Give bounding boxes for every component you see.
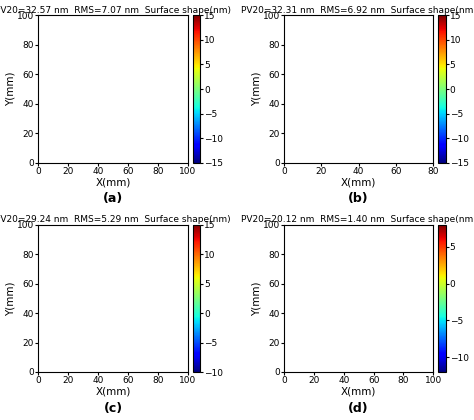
X-axis label: X(mm): X(mm)	[341, 177, 376, 187]
Text: (a): (a)	[103, 192, 123, 205]
Text: (b): (b)	[348, 192, 369, 205]
Text: (c): (c)	[103, 402, 123, 415]
X-axis label: X(mm): X(mm)	[95, 386, 131, 396]
Y-axis label: Y(mm): Y(mm)	[251, 281, 261, 315]
X-axis label: X(mm): X(mm)	[95, 177, 131, 187]
Title: PV20=32.31 nm  RMS=6.92 nm  Surface shape(nm): PV20=32.31 nm RMS=6.92 nm Surface shape(…	[241, 5, 474, 15]
Y-axis label: Y(mm): Y(mm)	[251, 72, 261, 106]
Title: PV20=32.57 nm  RMS=7.07 nm  Surface shape(nm): PV20=32.57 nm RMS=7.07 nm Surface shape(…	[0, 5, 231, 15]
Title: PV20=20.12 nm  RMS=1.40 nm  Surface shape(nm): PV20=20.12 nm RMS=1.40 nm Surface shape(…	[241, 215, 474, 224]
Title: PV20=29.24 nm  RMS=5.29 nm  Surface shape(nm): PV20=29.24 nm RMS=5.29 nm Surface shape(…	[0, 215, 231, 224]
Y-axis label: Y(mm): Y(mm)	[6, 72, 16, 106]
X-axis label: X(mm): X(mm)	[341, 386, 376, 396]
Y-axis label: Y(mm): Y(mm)	[6, 281, 16, 315]
Text: (d): (d)	[348, 402, 369, 415]
